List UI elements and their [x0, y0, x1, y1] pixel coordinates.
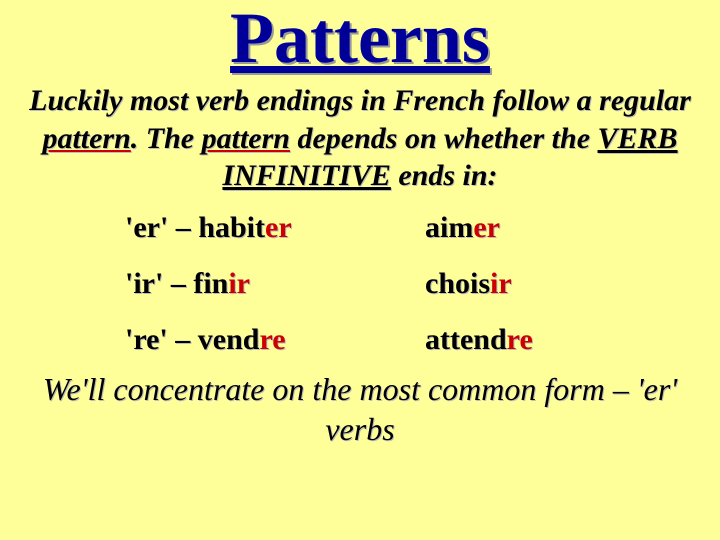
row-ending: re — [507, 323, 533, 356]
footer-paragraph: We'll concentrate on the most common for… — [0, 357, 720, 449]
row-stem: aim — [425, 211, 473, 244]
row-ending: re — [259, 323, 285, 356]
intro-text-4: ends in: — [391, 159, 498, 192]
row-ending: ir — [490, 267, 512, 300]
row-prefix: 'er' – — [125, 211, 198, 244]
row-ending: ir — [228, 267, 250, 300]
row-prefix: 'ir' – — [125, 267, 193, 300]
table-row-left: 'er' – habiter — [125, 211, 405, 245]
table-row-left: 're' – vendre — [125, 323, 405, 357]
page-title: Patterns — [0, 0, 720, 74]
intro-text-1: Luckily most verb endings in French foll… — [29, 84, 691, 117]
intro-pattern-2: pattern — [202, 122, 290, 155]
intro-paragraph: Luckily most verb endings in French foll… — [0, 74, 720, 205]
row-stem: vend — [198, 323, 260, 356]
intro-text-3: depends on whether the — [290, 122, 598, 155]
footer-text-1: We'll concentrate on the most common for… — [43, 371, 637, 407]
row-stem: habit — [198, 211, 265, 244]
footer-er: 'er' — [637, 371, 677, 407]
row-ending: er — [265, 211, 292, 244]
verb-table: 'er' – habiter aimer 'ir' – finir choisi… — [125, 211, 720, 357]
table-row-right: aimer — [425, 211, 645, 245]
row-stem: chois — [425, 267, 490, 300]
intro-text-2: . The — [131, 122, 202, 155]
row-stem: attend — [425, 323, 507, 356]
row-ending: er — [473, 211, 500, 244]
footer-text-2: verbs — [325, 411, 394, 447]
table-row-right: attendre — [425, 323, 645, 357]
table-row-right: choisir — [425, 267, 645, 301]
intro-pattern-1: pattern — [42, 122, 130, 155]
row-prefix: 're' – — [125, 323, 198, 356]
row-stem: fin — [193, 267, 228, 300]
table-row-left: 'ir' – finir — [125, 267, 405, 301]
